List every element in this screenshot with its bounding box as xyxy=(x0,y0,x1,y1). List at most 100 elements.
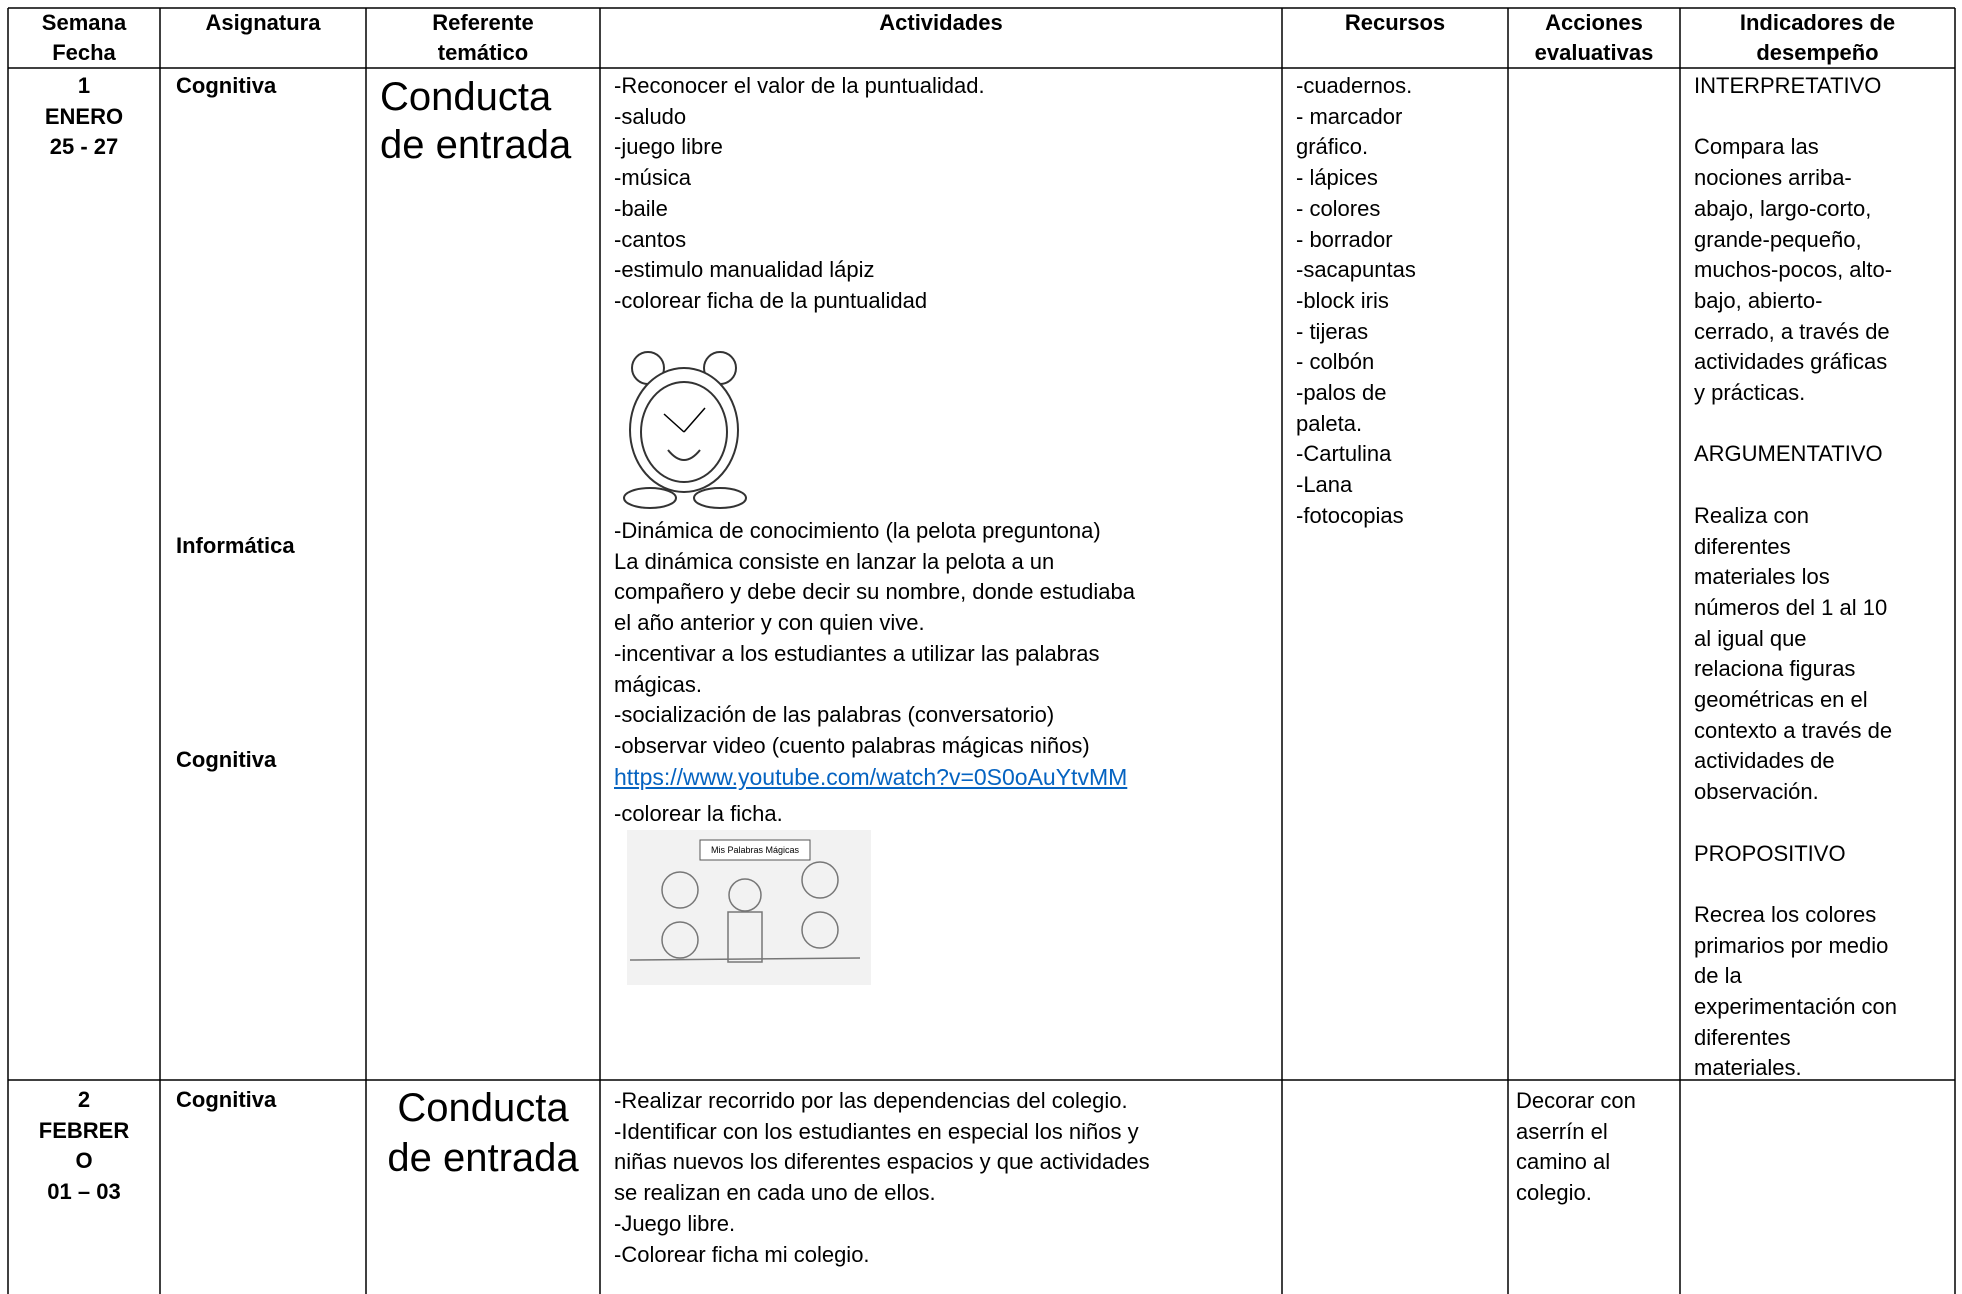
evaluation: aserrín el xyxy=(1516,1118,1608,1144)
video-link[interactable]: https://www.youtube.com/watch?v=0S0oAuYt… xyxy=(614,764,1128,790)
activity: -estimulo manualidad lápiz xyxy=(614,257,875,283)
column-header: Indicadores de xyxy=(1739,10,1896,35)
column-header: Actividades xyxy=(879,10,1003,35)
indicator: primarios por medio xyxy=(1694,932,1889,958)
resource: -palos de xyxy=(1296,380,1387,405)
resource: - tijeras xyxy=(1296,318,1369,344)
resource: - marcador xyxy=(1296,103,1403,129)
indicator: experimentación con xyxy=(1694,994,1898,1019)
activity: -Realizar recorrido por las dependencias… xyxy=(614,1088,1128,1113)
column-header: Asignatura xyxy=(205,10,321,35)
reference: de entrada xyxy=(387,1136,579,1180)
indicator: nociones arriba- xyxy=(1694,165,1852,191)
image-caption: Mis Palabras Mágicas xyxy=(710,845,800,855)
activity: -música xyxy=(614,165,692,191)
indicator: INTERPRETATIVO xyxy=(1694,73,1882,98)
activity: -cantos xyxy=(614,226,687,252)
resource: - lápices xyxy=(1296,165,1378,191)
indicator: muchos-pocos, alto- xyxy=(1694,257,1893,283)
indicator: Compara las xyxy=(1694,134,1819,160)
indicator: Recrea los colores xyxy=(1694,901,1877,927)
indicator: observación. xyxy=(1694,779,1819,805)
indicator: actividades gráficas xyxy=(1694,349,1888,375)
week-date: 01 – 03 xyxy=(47,1179,121,1205)
resource: - colores xyxy=(1296,195,1381,221)
indicator: materiales. xyxy=(1694,1055,1802,1081)
activity: -baile xyxy=(614,195,668,221)
resource: -block iris xyxy=(1296,287,1389,313)
week-date: 25 - 27 xyxy=(49,134,119,160)
activity: -incentivar a los estudiantes a utilizar… xyxy=(614,640,1100,666)
reference: Conducta xyxy=(397,1086,569,1130)
indicator: geométricas en el xyxy=(1694,687,1868,712)
column-header: Semana xyxy=(41,10,127,35)
week-date: 1 xyxy=(77,73,91,98)
column-header: Acciones xyxy=(1545,10,1643,35)
indicator: números del 1 al 10 xyxy=(1694,594,1888,620)
activity: -Identificar con los estudiantes en espe… xyxy=(614,1118,1139,1144)
activity: se realizan en cada uno de ellos. xyxy=(614,1180,936,1206)
subject: Informática xyxy=(176,533,295,558)
activity: niñas nuevos los diferentes espacios y q… xyxy=(614,1149,1150,1175)
resource: paleta. xyxy=(1296,410,1363,436)
subject: Cognitiva xyxy=(176,73,277,98)
reference: Conducta xyxy=(380,75,552,119)
indicator: Realiza con xyxy=(1694,502,1809,528)
indicator: de la xyxy=(1694,963,1742,989)
resource: -sacapuntas xyxy=(1296,257,1416,283)
clock-picture xyxy=(623,351,747,509)
indicator: diferentes xyxy=(1694,533,1791,559)
resource: gráfico. xyxy=(1296,134,1369,160)
activity: -juego libre xyxy=(614,134,723,160)
indicator: actividades de xyxy=(1694,748,1835,774)
indicator: grande-pequeño, xyxy=(1694,226,1862,252)
column-header: evaluativas xyxy=(1534,40,1654,65)
activity: mágicas. xyxy=(614,671,703,697)
activity: -Reconocer el valor de la puntualidad. xyxy=(614,73,985,98)
column-header: desempeño xyxy=(1756,40,1879,65)
resource: -Cartulina xyxy=(1296,441,1392,467)
indicator: diferentes xyxy=(1694,1024,1791,1050)
week-date: 2 xyxy=(77,1087,91,1112)
column-header: Fecha xyxy=(52,40,116,65)
week-date: ENERO xyxy=(44,103,124,129)
activity: -saludo xyxy=(614,103,687,129)
indicator: bajo, abierto- xyxy=(1694,287,1823,313)
indicator: PROPOSITIVO xyxy=(1694,840,1846,866)
resource: - colbón xyxy=(1296,349,1375,375)
indicator: contexto a través de xyxy=(1694,717,1893,743)
indicator: cerrado, a través de xyxy=(1694,318,1890,344)
activity: -observar video (cuento palabras mágicas… xyxy=(614,732,1090,758)
resource: - borrador xyxy=(1296,226,1393,252)
activity: -Dinámica de conocimiento (la pelota pre… xyxy=(614,518,1101,543)
activity: -colorear ficha de la puntualidad xyxy=(614,287,928,313)
subject: Cognitiva xyxy=(176,747,277,772)
resource: -cuadernos. xyxy=(1296,73,1413,98)
column-header: Recursos xyxy=(1344,10,1446,35)
indicator: materiales los xyxy=(1694,564,1830,590)
activity: el año anterior y con quien vive. xyxy=(614,610,925,636)
evaluation: camino al xyxy=(1516,1149,1611,1175)
activity: compañero y debe decir su nombre, donde … xyxy=(614,579,1136,605)
week-date: FEBRER xyxy=(38,1117,130,1143)
resource: -fotocopias xyxy=(1296,502,1404,528)
indicator: ARGUMENTATIVO xyxy=(1694,441,1883,467)
indicator: al igual que xyxy=(1694,625,1807,651)
column-header: temático xyxy=(437,40,529,65)
indicator: y prácticas. xyxy=(1694,380,1806,405)
column-header: Referente xyxy=(432,10,534,35)
evaluation: colegio. xyxy=(1516,1180,1592,1206)
activity: La dinámica consiste en lanzar la pelota… xyxy=(614,548,1055,574)
indicator: relaciona figuras xyxy=(1694,656,1856,682)
reference: de entrada xyxy=(380,123,572,167)
activity: -Juego libre. xyxy=(614,1210,736,1236)
coloring-sheet-picture xyxy=(627,830,871,985)
evaluation: Decorar con xyxy=(1516,1088,1636,1113)
indicator: abajo, largo-corto, xyxy=(1694,195,1872,221)
resource: -Lana xyxy=(1296,472,1353,498)
activity: -socialización de las palabras (conversa… xyxy=(614,702,1055,728)
week-date: O xyxy=(75,1148,93,1174)
activity: -Colorear ficha mi colegio. xyxy=(614,1241,870,1267)
